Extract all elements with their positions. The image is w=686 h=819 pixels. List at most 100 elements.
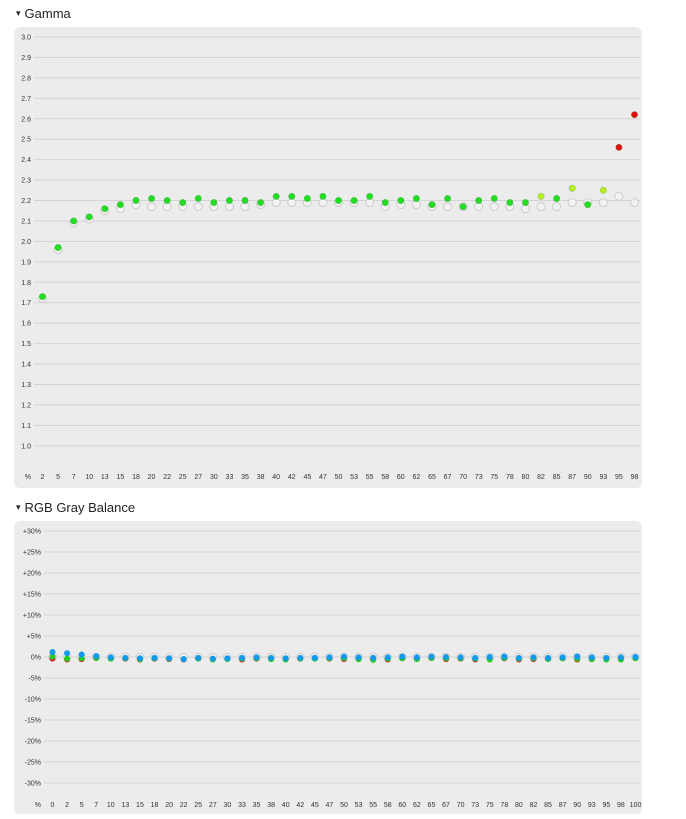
gamma-point	[366, 192, 374, 200]
y-tick-label: 2.5	[21, 137, 31, 144]
y-tick-label: -30%	[25, 781, 41, 788]
x-tick-label: 42	[296, 802, 304, 809]
series-b-point	[603, 654, 610, 661]
gamma-point	[459, 203, 467, 211]
series-b-point	[501, 653, 508, 660]
series-b-point	[559, 654, 566, 661]
series-b-point	[78, 651, 85, 658]
x-tick-label: 5	[80, 802, 84, 809]
x-tick-label: 42	[288, 474, 296, 481]
gamma-point	[521, 199, 529, 207]
x-tick-label: 85	[544, 802, 552, 809]
series-b-point	[151, 654, 158, 661]
gamma-point	[116, 201, 124, 209]
y-tick-label: 2.4	[21, 157, 31, 164]
series-g-point	[49, 653, 56, 660]
y-tick-label: 2.2	[21, 198, 31, 205]
reference-point	[536, 202, 546, 212]
x-tick-label: 53	[350, 474, 358, 481]
x-tick-label: 65	[428, 802, 436, 809]
y-tick-label: +15%	[23, 592, 41, 599]
gamma-point	[412, 194, 420, 202]
series-b-point	[297, 654, 304, 661]
series-b-point	[413, 654, 420, 661]
gamma-point	[194, 194, 202, 202]
x-tick-label: 45	[303, 474, 311, 481]
x-tick-label: 95	[615, 474, 623, 481]
gamma-chart-svg: 1.0 1.1 1.2 1.3 1.4 1.5 1.6 1.7 1.8 1.9 2.0 2.1 2.2 2…	[21, 35, 640, 481]
gamma-point	[303, 194, 311, 202]
x-tick-label: 70	[459, 474, 467, 481]
x-tick-label: 10	[107, 802, 115, 809]
x-tick-label: 87	[568, 474, 576, 481]
y-tick-label: 1.8	[21, 280, 31, 287]
series-b-point	[253, 654, 260, 661]
series-b-point	[530, 654, 537, 661]
x-tick-label: 73	[475, 474, 483, 481]
y-tick-label: 1.0	[21, 443, 31, 450]
x-tick-label: 40	[272, 474, 280, 481]
y-tick-label: 1.3	[21, 382, 31, 389]
x-tick-label: 5	[56, 474, 60, 481]
x-tick-label: 13	[101, 474, 109, 481]
reference-point	[598, 198, 608, 208]
x-tick-label: 40	[282, 802, 290, 809]
x-tick-label: 82	[537, 474, 545, 481]
y-tick-label: -15%	[25, 718, 41, 725]
y-tick-label: 1.7	[21, 300, 31, 307]
series-b-point	[326, 654, 333, 661]
series-b-point	[49, 648, 56, 655]
x-tick-label: 30	[210, 474, 218, 481]
x-tick-label: 73	[471, 802, 479, 809]
series-b-point	[224, 655, 231, 662]
x-tick-label: 35	[253, 802, 261, 809]
series-b-point	[195, 654, 202, 661]
x-tick-label: 90	[584, 474, 592, 481]
x-tick-label: 27	[194, 474, 202, 481]
series-b-point	[136, 655, 143, 662]
gamma-point	[490, 194, 498, 202]
rgb-gray-balance-section-title: RGB Gray Balance	[24, 499, 136, 515]
x-tick-label: 80	[515, 802, 523, 809]
x-tick-label: 47	[319, 474, 327, 481]
y-tick-label: 0%	[31, 655, 41, 662]
x-tick-label: 98	[617, 802, 625, 809]
x-tick-label: 67	[444, 474, 452, 481]
x-tick-label: 2	[65, 802, 69, 809]
x-axis-label: %	[35, 802, 41, 809]
y-tick-label: 2.6	[21, 116, 31, 123]
x-tick-label: 25	[194, 802, 202, 809]
x-tick-label: 93	[588, 802, 596, 809]
x-tick-label: 18	[132, 474, 140, 481]
x-tick-label: 55	[366, 474, 374, 481]
x-tick-label: 65	[428, 474, 436, 481]
series-b-point	[180, 656, 187, 663]
gamma-point	[257, 199, 265, 207]
x-tick-label: 47	[326, 802, 334, 809]
gamma-point	[397, 197, 405, 205]
series-b-point	[574, 653, 581, 660]
x-tick-label: 100	[630, 802, 642, 809]
reference-point	[489, 202, 499, 212]
gamma-point	[599, 186, 607, 194]
gamma-point	[630, 111, 638, 119]
y-tick-label: +5%	[27, 634, 41, 641]
reference-point	[147, 202, 157, 212]
rgb-gray-balance-section-toggle[interactable]: ▾ RGB Gray Balance	[16, 498, 135, 516]
gamma-point	[553, 194, 561, 202]
series-b-point	[166, 655, 173, 662]
series-b-point	[486, 654, 493, 660]
y-tick-label: 1.4	[21, 362, 31, 369]
series-b-point	[93, 653, 100, 660]
y-tick-label: 2.7	[21, 96, 31, 103]
x-tick-label: 18	[151, 802, 159, 809]
series-b-point	[472, 654, 479, 661]
series-b-point	[632, 654, 639, 660]
y-tick-label: 1.6	[21, 321, 31, 328]
gamma-section-toggle[interactable]: ▾ Gamma	[16, 4, 71, 22]
gamma-point	[584, 201, 592, 209]
gamma-point	[381, 199, 389, 207]
y-tick-label: -10%	[25, 697, 41, 704]
y-tick-label: -25%	[25, 760, 41, 767]
x-tick-label: 87	[559, 802, 567, 809]
